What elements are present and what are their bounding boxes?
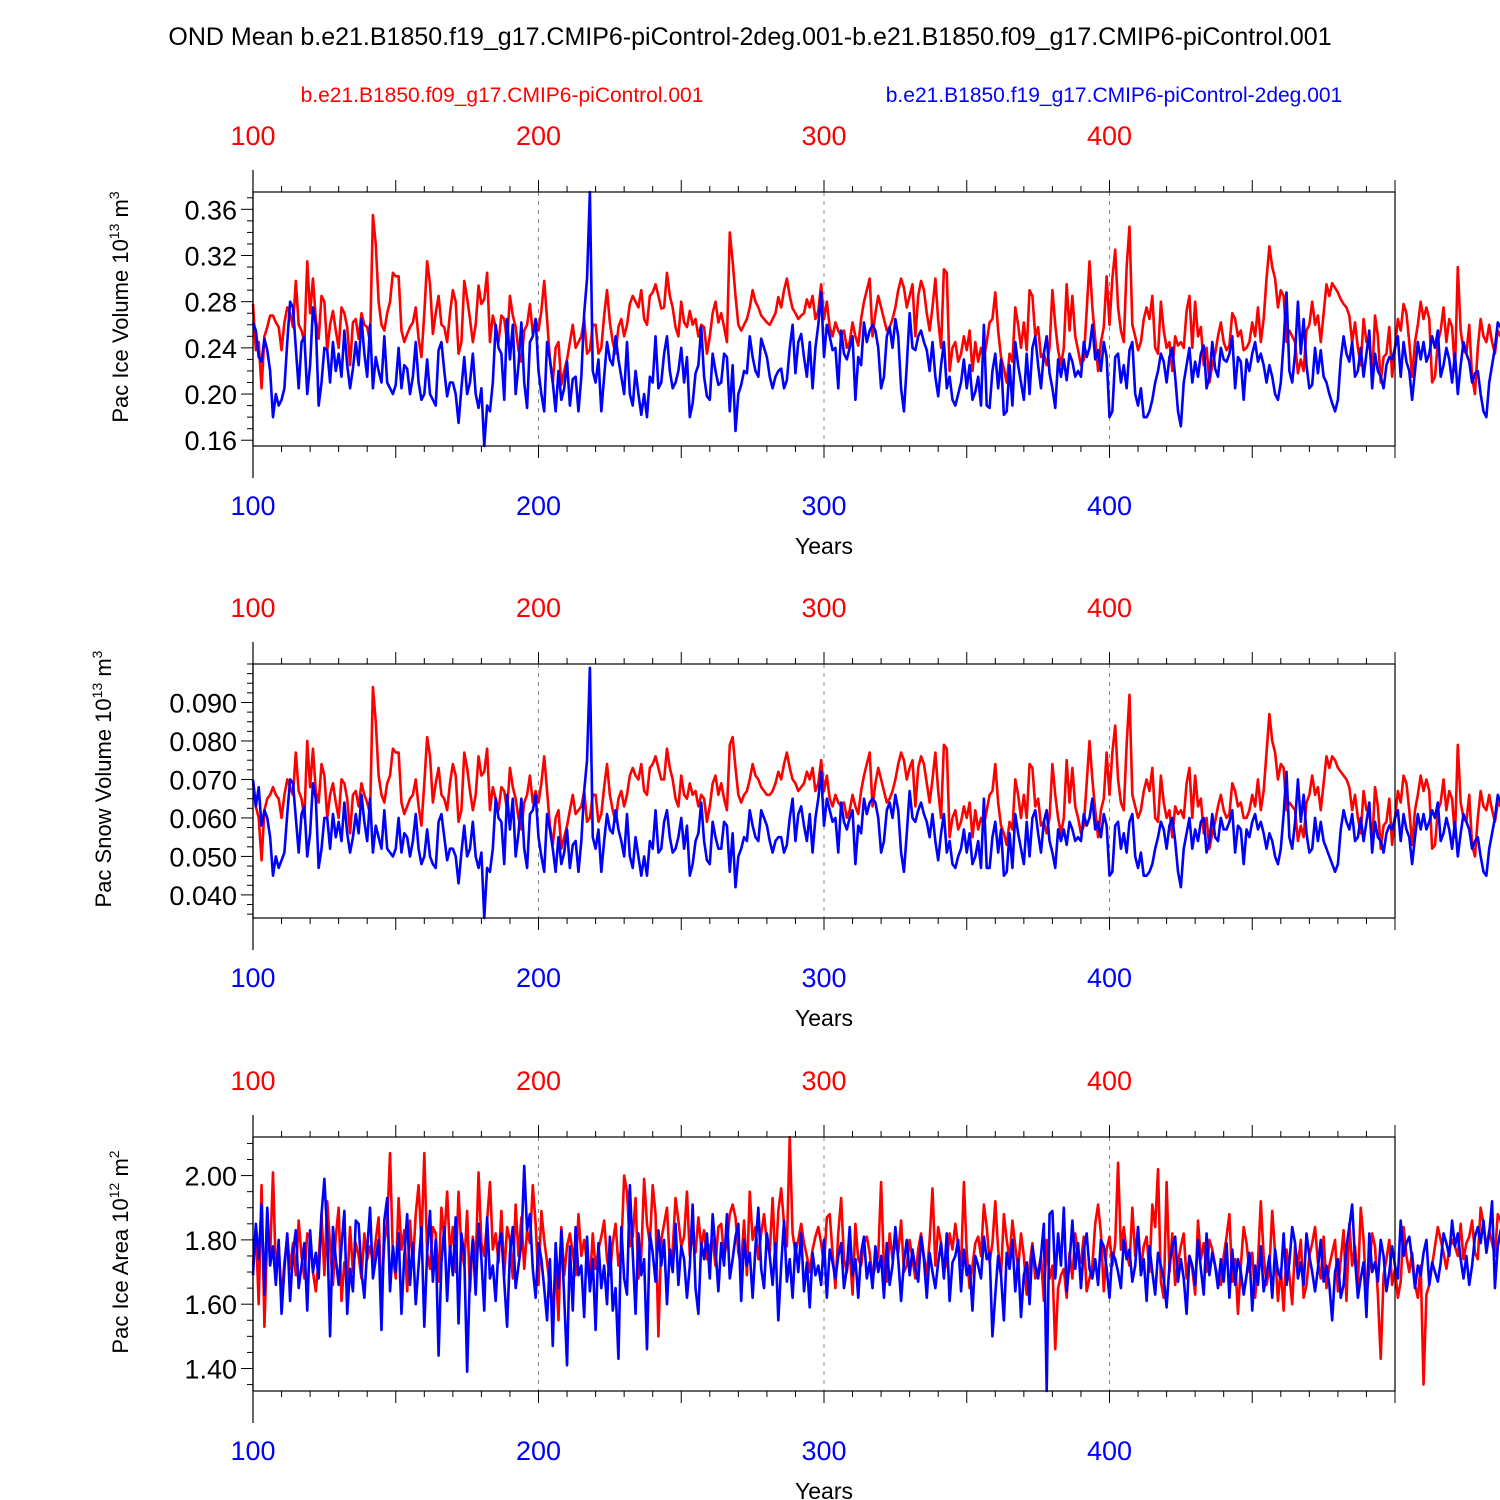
x-tick-label-top: 100	[230, 121, 275, 151]
series-line-blue	[251, 666, 1500, 920]
y-tick-label: 0.060	[169, 804, 237, 834]
x-axis-label: Years	[795, 1478, 853, 1500]
legend-red-label: b.e21.B1850.f09_g17.CMIP6-piControl.001	[301, 84, 704, 107]
y-axis-label-part: m	[108, 199, 133, 223]
y-axis-label-sup: 13	[89, 683, 105, 699]
series-line-blue	[251, 1164, 1500, 1393]
x-tick-label-bottom: 300	[801, 963, 846, 993]
series-line-red	[251, 213, 1500, 396]
x-axis-label: Years	[795, 1005, 853, 1031]
x-tick-label-bottom: 100	[230, 491, 275, 521]
x-axis-label: Years	[795, 533, 853, 559]
y-tick-label: 1.60	[184, 1290, 237, 1320]
y-axis-label-part: Pac Ice Area 10	[108, 1198, 133, 1353]
x-tick-label-top: 200	[516, 593, 561, 623]
panels-group: 0.16 0.20 0.24 0.28 0.32 0.36 100 100 200 200 300 3…	[89, 121, 1500, 1500]
x-tick-label-top: 300	[801, 1066, 846, 1096]
x-tick-label-bottom: 400	[1087, 491, 1132, 521]
x-tick-label-bottom: 100	[230, 1436, 275, 1466]
y-tick-label: 0.28	[184, 288, 237, 318]
y-tick-label: 0.32	[184, 242, 237, 272]
chart-panel-3: 1.40 1.60 1.80 2.00 100 100 200 200 300 300 400 400…	[106, 1066, 1500, 1500]
x-tick-label-top: 100	[230, 593, 275, 623]
y-axis-label-part: Pac Ice Volume 10	[108, 239, 133, 422]
x-tick-label-top: 400	[1087, 121, 1132, 151]
x-tick-label-bottom: 400	[1087, 963, 1132, 993]
y-tick-label: 0.080	[169, 727, 237, 757]
x-tick-label-top: 200	[516, 1066, 561, 1096]
y-tick-label: 0.040	[169, 881, 237, 911]
x-tick-label-bottom: 200	[516, 963, 561, 993]
y-tick-label: 0.16	[184, 426, 237, 456]
legend-blue-label: b.e21.B1850.f19_g17.CMIP6-piControl-2deg…	[886, 84, 1342, 107]
x-tick-label-bottom: 300	[801, 1436, 846, 1466]
y-tick-label: 1.80	[184, 1226, 237, 1256]
x-tick-label-bottom: 300	[801, 491, 846, 521]
y-tick-label: 0.36	[184, 195, 237, 225]
y-axis-label-sup: 3	[106, 191, 122, 199]
x-tick-label-bottom: 100	[230, 963, 275, 993]
x-tick-label-bottom: 400	[1087, 1436, 1132, 1466]
x-tick-label-top: 400	[1087, 1066, 1132, 1096]
series-line-red	[251, 685, 1500, 862]
x-tick-label-top: 300	[801, 593, 846, 623]
y-tick-label: 0.20	[184, 380, 237, 410]
x-tick-label-top: 200	[516, 121, 561, 151]
series-line-blue	[251, 190, 1500, 448]
y-axis-label-sup: 3	[89, 650, 105, 658]
y-axis-label: Pac Ice Area 1012 m2	[106, 1150, 133, 1353]
y-axis-label-sup: 2	[106, 1150, 122, 1158]
chart-panel-1: 0.16 0.20 0.24 0.28 0.32 0.36 100 100 200 200 300 3…	[106, 121, 1500, 559]
chart-title: OND Mean b.e21.B1850.f19_g17.CMIP6-piCon…	[168, 23, 1331, 51]
y-axis-label-part: Pac Snow Volume 10	[91, 698, 116, 907]
y-tick-label: 2.00	[184, 1162, 237, 1192]
y-axis-label: Pac Snow Volume 1013 m3	[89, 650, 116, 907]
y-axis-label-sup: 12	[106, 1182, 122, 1198]
x-tick-label-top: 400	[1087, 593, 1132, 623]
y-tick-label: 0.070	[169, 765, 237, 795]
y-axis-label-part: m	[91, 658, 116, 682]
y-tick-label: 0.050	[169, 842, 237, 872]
y-axis-label-sup: 13	[106, 223, 122, 239]
y-axis-label: Pac Ice Volume 1013 m3	[106, 191, 133, 422]
x-tick-label-bottom: 200	[516, 491, 561, 521]
y-tick-label: 0.24	[184, 334, 237, 364]
x-tick-label-top: 300	[801, 121, 846, 151]
chart-panel-2: 0.040 0.050 0.060 0.070 0.080 0.090 100 100 200 2…	[89, 593, 1500, 1031]
y-tick-label: 0.090	[169, 688, 237, 718]
x-tick-label-bottom: 200	[516, 1436, 561, 1466]
y-axis-label-part: m	[108, 1158, 133, 1182]
x-tick-label-top: 100	[230, 1066, 275, 1096]
y-tick-label: 1.40	[184, 1354, 237, 1384]
